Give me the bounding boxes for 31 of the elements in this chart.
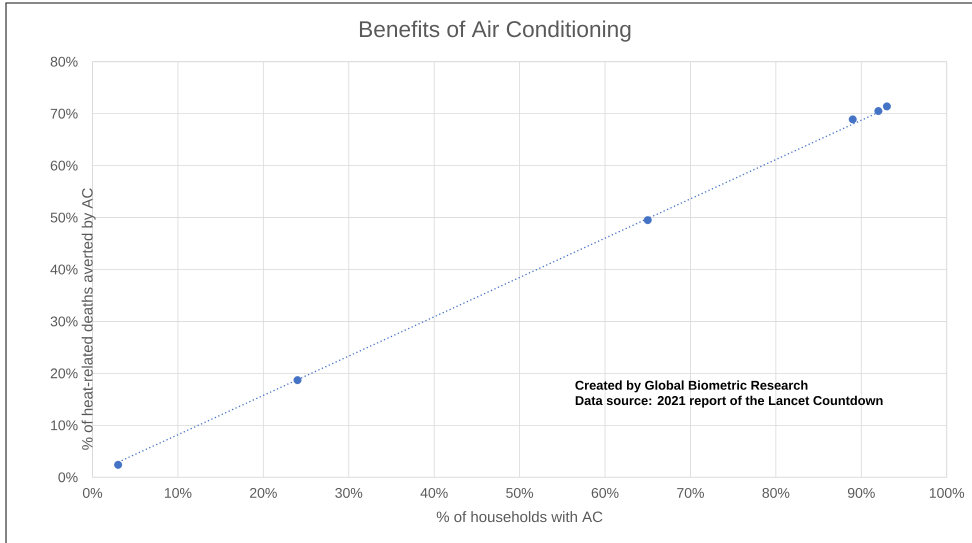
point bbox=[644, 216, 652, 224]
chart-title: Benefits of Air Conditioning bbox=[360, 20, 630, 42]
y-tick-label: 40% bbox=[50, 264, 78, 274]
x-tick-label: 100% bbox=[930, 488, 964, 498]
x-tick-label: 0% bbox=[82, 488, 102, 498]
x-tick-label: 90% bbox=[848, 488, 875, 498]
x-tick-label: 40% bbox=[420, 488, 448, 498]
x-tick-label: 30% bbox=[335, 488, 362, 498]
point bbox=[294, 376, 302, 384]
x-tick-label: 80% bbox=[762, 488, 790, 498]
y-tick-label: 30% bbox=[50, 316, 78, 326]
point bbox=[114, 460, 122, 469]
x-tick-label: 50% bbox=[506, 488, 534, 498]
y-axis-title: % of heat-related deaths averted by AC bbox=[82, 188, 96, 450]
annotation: Created by Global Biometric Research bbox=[575, 380, 808, 392]
annotation: Data source: 2021 report of the Lancet Countdown bbox=[576, 396, 883, 408]
point bbox=[882, 102, 891, 110]
x-tick-label: 20% bbox=[250, 488, 277, 498]
y-tick-label: 20% bbox=[50, 368, 78, 378]
x-tick-label: 10% bbox=[164, 488, 192, 498]
x-tick-label: 70% bbox=[677, 488, 704, 498]
x-axis-title: % of households with AC bbox=[436, 511, 602, 522]
y-tick-label: 50% bbox=[50, 212, 78, 223]
y-tick-label: 0% bbox=[58, 472, 78, 482]
x-tick-label: 60% bbox=[592, 488, 619, 498]
y-tick-label: 60% bbox=[50, 160, 78, 171]
y-tick-label: 10% bbox=[51, 420, 78, 430]
y-tick-label: 70% bbox=[50, 108, 78, 119]
point bbox=[874, 107, 882, 116]
point bbox=[848, 115, 857, 124]
y-tick-label: 80% bbox=[50, 56, 78, 67]
